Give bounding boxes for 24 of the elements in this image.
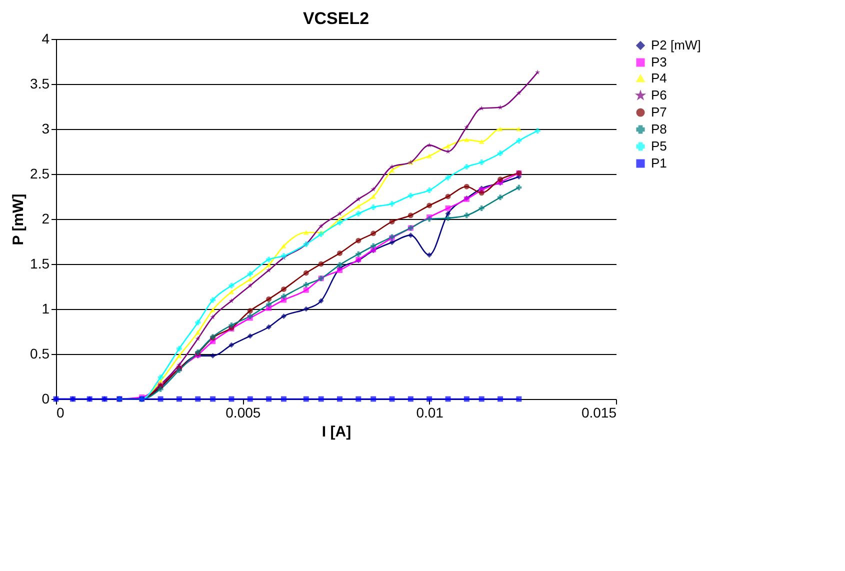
y-tick-label: 1.5 [30, 256, 50, 272]
y-tick-label: 3 [42, 120, 50, 136]
y-axis-title: P [mW] [10, 194, 28, 246]
x-tick-label: 0.01 [416, 404, 444, 420]
legend-label: P4 [651, 70, 667, 86]
chart-title: VCSEL2 [302, 9, 370, 28]
legend-label: P8 [651, 122, 667, 136]
legend-label: P5 [651, 138, 667, 154]
legend-label: P1 [651, 156, 667, 170]
legend-label: P3 [651, 54, 667, 70]
x-axis-title: I [A] [322, 424, 352, 440]
x-tick-label: 0.005 [226, 404, 261, 420]
y-tick-label: 0 [42, 390, 50, 406]
y-tick-label: 0.5 [30, 346, 50, 362]
y-tick-label: 2 [42, 210, 50, 226]
x-tick-label: 0 [56, 404, 64, 420]
legend-label: P6 [651, 88, 667, 102]
y-tick-label: 3.5 [30, 76, 50, 92]
legend-label: P2 [mW] [651, 38, 701, 52]
legend-label: P7 [651, 104, 667, 120]
y-tick-label: 1 [42, 300, 50, 316]
y-tick-label: 4 [42, 30, 50, 46]
y-tick-label: 2.5 [30, 166, 50, 182]
x-tick-label: 0.015 [581, 404, 617, 420]
